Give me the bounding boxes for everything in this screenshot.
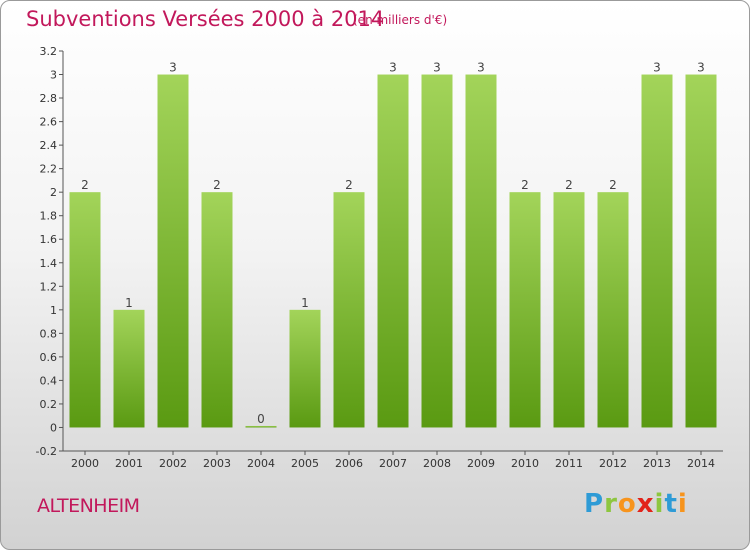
x-tick-label: 2007 [379,457,407,470]
logo-letter: o [617,489,637,519]
y-tick-label: 3.2 [40,45,58,58]
logo-letter: x [636,489,655,519]
y-tick-label: 2.6 [40,116,58,129]
x-tick-label: 2009 [467,457,495,470]
commune-name: ALTENHEIM [37,495,140,517]
y-tick-label: 1.6 [40,233,58,246]
bar [421,74,453,428]
y-tick-label: 2.4 [40,139,58,152]
x-tick-label: 2006 [335,457,363,470]
chart-subtitle: (en milliers d'€) [353,13,448,27]
y-tick-label: 0.4 [40,374,58,387]
data-label: 2 [213,178,221,192]
x-tick-label: 2003 [203,457,231,470]
x-tick-label: 2004 [247,457,275,470]
proxiti-logo: Proxiti [584,489,688,519]
y-tick-label: 1 [50,304,57,317]
y-tick-label: 0.8 [40,327,58,340]
x-tick-label: 2005 [291,457,319,470]
bar [641,74,673,428]
y-tick-label: 2.8 [40,92,58,105]
chart-title: Subventions Versées 2000 à 2014 [26,7,385,31]
bar [377,74,409,428]
y-tick-label: 0.2 [40,398,58,411]
data-label: 2 [521,178,529,192]
logo-letter: r [604,489,618,519]
y-tick-label: 2.2 [40,163,58,176]
logo-letter: t [664,489,678,519]
data-label: 3 [653,61,661,75]
data-label: 0 [257,412,265,426]
y-tick-label: 0 [50,421,57,434]
y-tick-label: -0.2 [36,445,57,458]
data-label: 3 [477,61,485,75]
bar [245,425,277,428]
bar [69,192,101,428]
bar [113,309,145,428]
bar [553,192,585,428]
bar [685,74,717,428]
y-tick-label: 1.8 [40,210,58,223]
logo-letter: P [584,489,605,519]
data-label: 2 [609,178,617,192]
bar [201,192,233,428]
data-label: 2 [345,178,353,192]
y-tick-label: 2 [50,186,57,199]
x-tick-label: 2012 [599,457,627,470]
bar [597,192,629,428]
y-tick-label: 0.6 [40,351,58,364]
x-tick-label: 2000 [71,457,99,470]
data-label: 1 [125,296,133,310]
bar [509,192,541,428]
x-tick-label: 2002 [159,457,187,470]
data-label: 3 [389,61,397,75]
logo-letter: i [654,489,665,519]
data-label: 3 [697,61,705,75]
y-tick-label: 3 [50,69,57,82]
data-label: 1 [301,296,309,310]
bar [289,309,321,428]
data-label: 2 [565,178,573,192]
x-tick-label: 2008 [423,457,451,470]
x-tick-label: 2001 [115,457,143,470]
x-tick-label: 2011 [555,457,583,470]
bar [333,192,365,428]
y-tick-label: 1.4 [40,257,58,270]
data-label: 3 [433,61,441,75]
logo-letter: i [677,489,688,519]
x-tick-label: 2010 [511,457,539,470]
x-tick-label: 2013 [643,457,671,470]
data-label: 2 [81,178,89,192]
x-tick-label: 2014 [687,457,715,470]
bar [157,74,189,428]
y-tick-label: 1.2 [40,280,58,293]
data-label: 3 [169,61,177,75]
bar [465,74,497,428]
